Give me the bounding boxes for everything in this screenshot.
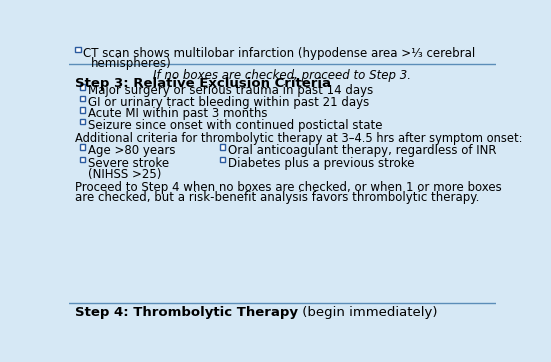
Bar xyxy=(220,144,225,150)
Bar xyxy=(80,108,85,113)
Text: If no boxes are checked, proceed to Step 3.: If no boxes are checked, proceed to Step… xyxy=(153,69,412,82)
Text: Additional criteria for thrombolytic therapy at 3–4.5 hrs after symptom onset:: Additional criteria for thrombolytic the… xyxy=(75,132,522,145)
Bar xyxy=(80,84,85,90)
Bar xyxy=(80,144,85,150)
Text: hemispheres): hemispheres) xyxy=(90,56,171,70)
Text: Seizure since onset with continued postictal state: Seizure since onset with continued posti… xyxy=(88,119,383,132)
Text: (begin immediately): (begin immediately) xyxy=(298,306,437,319)
Text: are checked, but a risk-benefit analysis favors thrombolytic therapy.: are checked, but a risk-benefit analysis… xyxy=(75,191,479,204)
Text: Step 4: Thrombolytic Therapy: Step 4: Thrombolytic Therapy xyxy=(75,306,298,319)
Text: Diabetes plus a previous stroke: Diabetes plus a previous stroke xyxy=(228,157,414,170)
Bar xyxy=(80,96,85,101)
Text: Oral anticoagulant therapy, regardless of INR: Oral anticoagulant therapy, regardless o… xyxy=(228,144,496,157)
Text: Severe stroke: Severe stroke xyxy=(88,157,169,170)
Bar xyxy=(220,157,225,162)
Text: GI or urinary tract bleeding within past 21 days: GI or urinary tract bleeding within past… xyxy=(88,96,370,109)
Bar xyxy=(75,47,80,52)
Text: Age >80 years: Age >80 years xyxy=(88,144,176,157)
Text: Proceed to Step 4 when no boxes are checked, or when 1 or more boxes: Proceed to Step 4 when no boxes are chec… xyxy=(75,181,502,194)
Text: Acute MI within past 3 months: Acute MI within past 3 months xyxy=(88,108,268,120)
Bar xyxy=(80,119,85,124)
Text: Step 3: Relative Exclusion Criteria: Step 3: Relative Exclusion Criteria xyxy=(75,76,331,89)
Text: Major surgery or serious trauma in past 14 days: Major surgery or serious trauma in past … xyxy=(88,84,374,97)
Bar xyxy=(80,157,85,162)
Text: (NIHSS >25): (NIHSS >25) xyxy=(88,168,161,181)
Text: CT scan shows multilobar infarction (hypodense area >¹⁄₃ cerebral: CT scan shows multilobar infarction (hyp… xyxy=(83,47,475,59)
